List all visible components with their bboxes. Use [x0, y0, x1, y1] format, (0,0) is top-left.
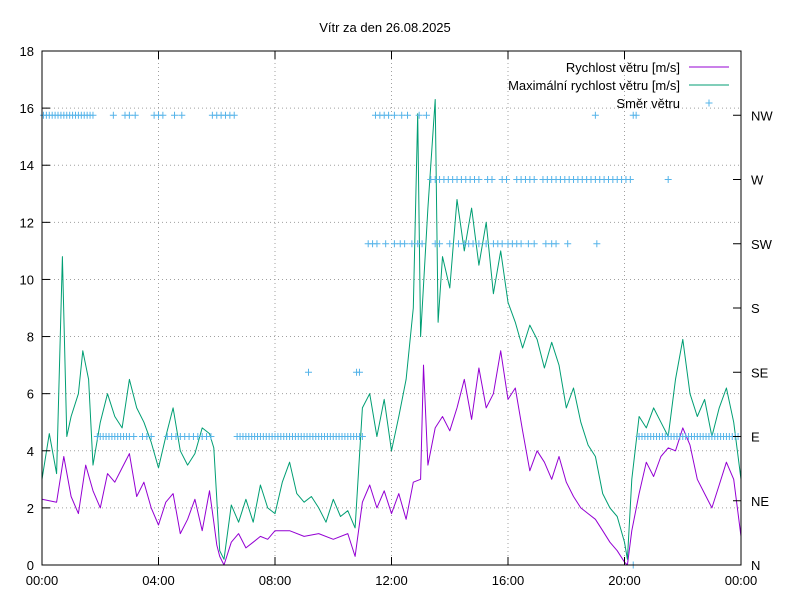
y-tick-label: 6 — [27, 387, 34, 402]
direction-point — [358, 433, 366, 440]
plot-series — [39, 99, 742, 569]
y2-tick-label: N — [751, 558, 760, 573]
direction-point — [475, 240, 483, 248]
legend-label: Rychlost větru [m/s] — [566, 60, 680, 75]
direction-point — [530, 240, 538, 248]
direction-point — [482, 240, 490, 248]
y-tick-label: 10 — [20, 272, 34, 287]
y-tick-label: 8 — [27, 330, 34, 345]
direction-point — [171, 111, 179, 119]
direction-point — [230, 111, 238, 119]
legend: Rychlost větru [m/s] Maximální rychlost v… — [508, 60, 729, 111]
direction-point — [304, 368, 312, 376]
direction-point — [422, 111, 430, 119]
chart-title: Vítr za den 26.08.2025 — [319, 20, 451, 35]
y2-tick-label: NW — [751, 108, 773, 123]
x-tick-label: 04:00 — [142, 573, 175, 588]
x-tick-label: 00:00 — [26, 573, 59, 588]
direction-point — [178, 111, 186, 119]
direction-point — [147, 433, 155, 440]
direction-point — [131, 111, 139, 119]
y-tick-label: 4 — [27, 444, 34, 459]
y2-tick-label: W — [751, 173, 764, 188]
y2-tick-label: SW — [751, 237, 773, 252]
direction-point — [415, 111, 423, 119]
y2-tick-label: SE — [751, 365, 769, 380]
direction-point — [632, 111, 640, 119]
direction-point — [436, 240, 444, 248]
direction-point — [418, 240, 426, 248]
y-tick-label: 14 — [20, 158, 34, 173]
direction-point — [488, 176, 496, 183]
direction-point — [130, 433, 138, 440]
direction-point — [564, 240, 572, 248]
y-tick-label: 18 — [20, 44, 34, 59]
y-tick-label: 2 — [27, 501, 34, 516]
direction-point — [552, 240, 560, 248]
series-line-0 — [41, 350, 742, 566]
y2-tick-label: E — [751, 430, 760, 445]
x-tick-label: 16:00 — [492, 573, 525, 588]
legend-label: Směr větru — [616, 96, 680, 111]
direction-point — [591, 111, 599, 119]
direction-point — [382, 240, 390, 248]
direction-point — [109, 111, 117, 119]
direction-point — [475, 176, 483, 183]
direction-point — [207, 433, 215, 440]
y-tick-label: 0 — [27, 558, 34, 573]
y-tick-label: 16 — [20, 101, 34, 116]
x-tick-label: 00:00 — [725, 573, 758, 588]
direction-point — [404, 111, 412, 119]
series-line-1 — [41, 99, 742, 560]
direction-point — [355, 368, 363, 376]
legend-label: Maximální rychlost větru [m/s] — [508, 78, 680, 93]
axes: 00:00 04:00 08:00 12:00 16:00 20:00 00:0002468… — [20, 44, 774, 588]
legend-swatch — [705, 99, 713, 107]
direction-point — [503, 176, 511, 183]
y2-tick-label: NE — [751, 494, 769, 509]
direction-point — [159, 111, 167, 119]
direction-point — [446, 240, 454, 248]
direction-point — [373, 240, 381, 248]
direction-point — [401, 240, 409, 248]
grid-lines — [42, 51, 741, 565]
y2-tick-label: S — [751, 301, 760, 316]
direction-point — [593, 240, 601, 248]
direction-point — [89, 111, 97, 119]
x-tick-label: 20:00 — [608, 573, 641, 588]
direction-point — [390, 111, 398, 119]
direction-point — [517, 240, 525, 248]
y-tick-label: 12 — [20, 215, 34, 230]
x-tick-label: 08:00 — [259, 573, 292, 588]
x-tick-label: 12:00 — [375, 573, 408, 588]
direction-point — [530, 176, 538, 183]
direction-point — [664, 176, 672, 183]
direction-point — [626, 176, 634, 183]
